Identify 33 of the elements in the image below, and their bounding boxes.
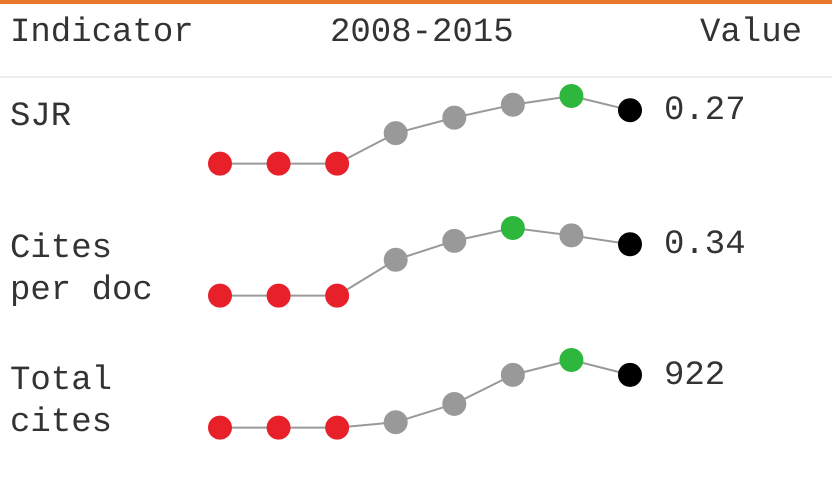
point — [384, 410, 408, 434]
point — [208, 284, 232, 308]
text: Value — [700, 14, 802, 52]
text: 0.34 — [664, 226, 746, 264]
point — [208, 152, 232, 176]
point — [266, 152, 291, 176]
point — [266, 416, 291, 440]
point — [325, 284, 350, 308]
text: 922 — [664, 356, 726, 395]
point — [266, 284, 291, 308]
chart-title: SJR — [10, 97, 72, 138]
point — [618, 98, 642, 122]
point — [618, 362, 642, 387]
point — [442, 106, 466, 130]
point — [618, 232, 642, 256]
point — [559, 348, 584, 372]
text: 0.27 — [664, 92, 746, 130]
point — [500, 216, 525, 240]
point — [442, 228, 466, 253]
point — [442, 392, 466, 416]
point — [559, 223, 584, 248]
point — [559, 84, 584, 108]
text: Total cites — [10, 361, 112, 444]
text: Indicator — [10, 14, 194, 52]
point — [384, 121, 408, 146]
point — [325, 416, 350, 440]
text: 2008-2015 — [330, 14, 514, 52]
point — [325, 152, 350, 176]
text: Cites per doc — [10, 229, 153, 312]
point — [500, 92, 525, 117]
point — [384, 248, 408, 272]
point — [208, 416, 232, 440]
point — [500, 362, 525, 387]
